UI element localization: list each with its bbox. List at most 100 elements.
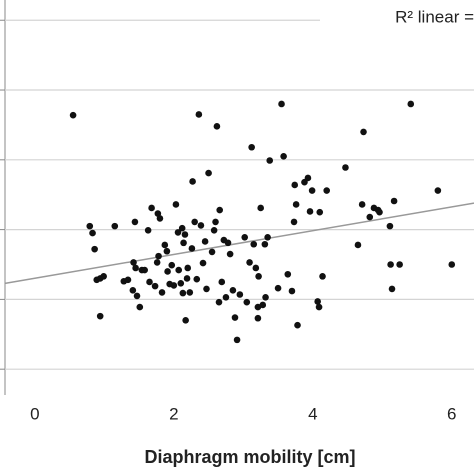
point — [386, 222, 394, 230]
point — [183, 275, 191, 282]
x-tick-label: 0 — [30, 404, 39, 423]
point — [314, 298, 321, 305]
point — [136, 303, 144, 311]
point — [316, 208, 324, 216]
point — [161, 241, 169, 249]
point — [175, 266, 183, 274]
point — [222, 293, 230, 301]
x-tick-label: 4 — [308, 404, 317, 423]
point — [278, 100, 285, 108]
point — [158, 289, 166, 296]
point — [231, 314, 239, 321]
point — [390, 197, 398, 205]
point — [179, 289, 187, 297]
point — [191, 218, 198, 226]
point — [172, 201, 180, 208]
point — [203, 285, 210, 293]
point — [246, 259, 253, 266]
point — [184, 264, 192, 272]
point — [151, 282, 159, 290]
point — [188, 245, 196, 252]
point — [250, 240, 258, 248]
point — [264, 233, 271, 241]
point — [274, 284, 282, 292]
trend-line — [4, 202, 474, 285]
annotation: R² linear = — [395, 7, 474, 26]
point — [89, 229, 96, 237]
point — [199, 259, 207, 267]
point — [354, 241, 362, 249]
point — [360, 128, 367, 136]
point — [252, 264, 260, 272]
point — [243, 298, 251, 306]
point — [170, 282, 178, 289]
point — [195, 111, 203, 118]
point — [434, 187, 442, 194]
point — [205, 169, 212, 177]
point — [261, 240, 269, 248]
point — [100, 273, 107, 280]
point — [180, 239, 187, 247]
point — [163, 247, 171, 255]
point — [91, 245, 98, 253]
point — [323, 187, 330, 194]
point — [189, 178, 196, 185]
point — [124, 276, 132, 284]
point — [201, 238, 209, 245]
point — [292, 201, 300, 208]
point — [241, 233, 249, 241]
point — [182, 317, 189, 324]
point — [215, 298, 223, 306]
point — [177, 280, 185, 287]
point — [366, 213, 374, 221]
point — [132, 264, 139, 272]
point — [388, 285, 396, 293]
point — [387, 261, 394, 268]
point — [266, 157, 274, 164]
point — [218, 278, 226, 286]
point — [130, 259, 137, 266]
point — [448, 261, 456, 268]
point — [210, 227, 218, 234]
point — [259, 301, 267, 309]
point — [129, 287, 137, 294]
point — [224, 239, 232, 247]
point — [257, 204, 264, 212]
point — [304, 174, 312, 182]
point — [342, 164, 349, 171]
point — [254, 314, 262, 322]
point — [280, 153, 287, 160]
point — [229, 287, 237, 294]
point — [144, 227, 152, 234]
point — [262, 293, 269, 301]
point — [208, 248, 216, 256]
x-axis-title: Diaphragm mobility [cm] — [144, 447, 355, 467]
point — [226, 250, 234, 258]
point — [186, 289, 194, 296]
point — [153, 259, 161, 266]
point — [233, 336, 241, 344]
point — [131, 218, 139, 226]
point — [213, 123, 221, 130]
point — [294, 321, 301, 329]
point — [396, 261, 403, 268]
point — [315, 303, 323, 311]
point — [146, 278, 153, 286]
point — [111, 222, 119, 230]
point — [148, 204, 155, 212]
x-tick-label: 6 — [447, 404, 456, 423]
point — [178, 224, 186, 232]
point — [156, 215, 164, 222]
point — [181, 231, 189, 238]
point — [248, 143, 255, 151]
point — [197, 222, 205, 229]
point — [290, 218, 298, 226]
point — [236, 291, 244, 298]
point — [133, 292, 141, 300]
point — [308, 187, 316, 194]
point — [141, 266, 148, 274]
point — [193, 275, 201, 283]
point — [284, 270, 292, 278]
point — [358, 201, 366, 208]
